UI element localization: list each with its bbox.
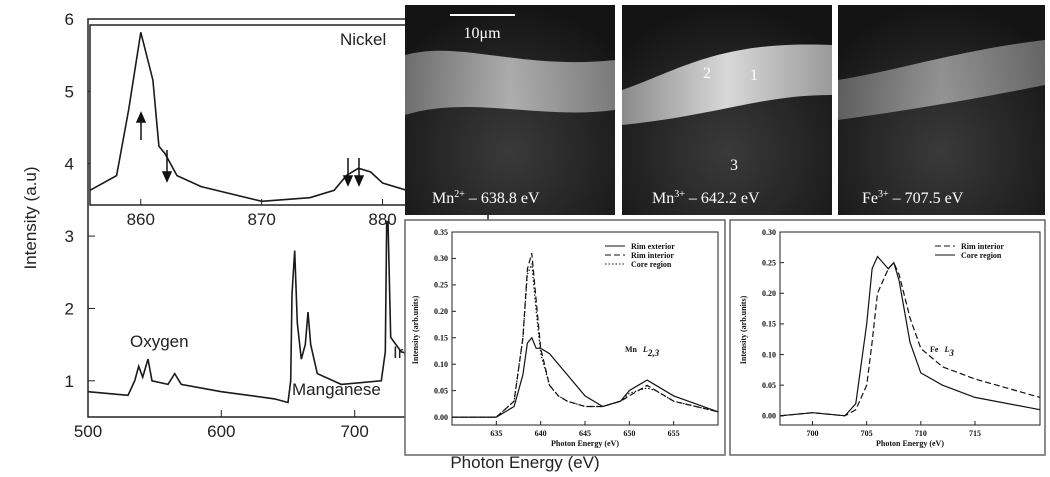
- legend-label: Core region: [961, 251, 1002, 260]
- x-tick-label: 710: [915, 429, 927, 438]
- y-tick-label: 5: [65, 82, 74, 101]
- y-tick-label: 0.30: [762, 228, 776, 237]
- y-tick-label: 0.05: [434, 386, 448, 395]
- fe-chart: 700 705 710 715 0.00 0.05 0.10 0.15 0.20 0.25 0.30…: [739, 228, 1040, 448]
- legend-label: Rim exterior: [631, 242, 675, 251]
- scale-bar-label: 10μm: [463, 25, 501, 42]
- y-tick-label: 0.25: [762, 258, 776, 267]
- x-tick-label: 635: [490, 429, 502, 438]
- plot-frame: [780, 232, 1040, 425]
- y-tick-label: 0.15: [762, 320, 776, 329]
- y-tick-label: 0.20: [762, 289, 776, 298]
- x-axis-title: Photon Energy (eV): [551, 439, 619, 448]
- x-axis-title: Photon Energy (eV): [876, 439, 944, 448]
- x-tick-label: 715: [969, 429, 981, 438]
- annotation: Nickel: [340, 30, 386, 49]
- mn-chart: 635 640 645 650 655 0.00 0.05 0.10 0.15 0.20 0.25 0…: [411, 228, 718, 448]
- element: Fe: [930, 345, 939, 354]
- micrograph-label: Mn2+ – 638.8 eV: [432, 189, 540, 207]
- x-tick-label: 500: [74, 422, 102, 441]
- legend-label: Rim interior: [631, 251, 674, 260]
- region-label: 1: [750, 67, 758, 84]
- energy: – 707.5 eV: [889, 190, 964, 207]
- y-tick-label: 0.00: [434, 413, 448, 422]
- x-tick-label: 600: [207, 422, 235, 441]
- energy: – 642.2 eV: [685, 190, 760, 207]
- x-tick-label: 700: [340, 422, 368, 441]
- inset-chart: 860 870 880 Nickel: [90, 25, 443, 229]
- y-tick-label: 2: [65, 299, 74, 318]
- legend-label: Rim interior: [961, 242, 1004, 251]
- micrograph-label: Fe3+ – 707.5 eV: [862, 189, 964, 207]
- edge-sub: 2,3: [647, 348, 660, 358]
- micrographs: 10μm 1 2 3 Mn2+ – 638.8 eV Mn3+ – 642.2 …: [405, 5, 1045, 215]
- figure: 500 600 700 1 2 3 4 5 6 Photon Energy (eV) Intensi…: [0, 0, 1050, 477]
- y-tick-label: 0.10: [762, 350, 776, 359]
- x-tick-label: 860: [127, 210, 155, 229]
- x-tick-label: 640: [535, 429, 547, 438]
- y-tick-label: 0.30: [434, 254, 448, 263]
- element: Mn: [625, 345, 638, 354]
- x-tick-label: 650: [623, 429, 635, 438]
- x-tick-label: 870: [247, 210, 275, 229]
- x-tick-label: 705: [861, 429, 873, 438]
- y-tick-label: 3: [65, 227, 74, 246]
- charge: 3+: [674, 189, 685, 200]
- y-tick-label: 6: [65, 10, 74, 29]
- micrograph-label: Mn3+ – 642.2 eV: [652, 189, 760, 207]
- energy: – 638.8 eV: [465, 190, 540, 207]
- x-tick-label: 655: [668, 429, 680, 438]
- y-tick-label: 0.25: [434, 281, 448, 290]
- y-tick-label: 0.00: [762, 412, 776, 421]
- x-axis-title: Photon Energy (eV): [450, 453, 599, 472]
- y-tick-label: 0.10: [434, 360, 448, 369]
- y-axis-title: Intensity (arb.units): [411, 295, 420, 364]
- x-tick-label: 700: [807, 429, 819, 438]
- legend-label: Core region: [631, 260, 672, 269]
- y-tick-label: 1: [65, 372, 74, 391]
- ion: Mn: [432, 190, 454, 207]
- x-tick-label: 880: [368, 210, 396, 229]
- y-axis-title: Intensity (a.u): [21, 167, 40, 270]
- y-tick-label: 4: [65, 155, 74, 174]
- region-label: 2: [703, 65, 711, 82]
- x-tick-label: 645: [579, 429, 591, 438]
- ion: Mn: [652, 190, 674, 207]
- y-axis-title: Intensity (arb.units): [739, 295, 748, 364]
- charge: 2+: [454, 189, 465, 200]
- ion: Fe: [862, 190, 878, 207]
- region-label: 3: [730, 157, 738, 174]
- y-tick-label: 0.20: [434, 307, 448, 316]
- y-tick-label: 0.35: [434, 228, 448, 237]
- y-tick-label: 0.15: [434, 334, 448, 343]
- plot-frame: [90, 25, 443, 205]
- edge-sub: 3: [948, 348, 954, 358]
- charge: 3+: [878, 189, 889, 200]
- annotation: Oxygen: [130, 332, 189, 351]
- y-tick-label: 0.05: [762, 381, 776, 390]
